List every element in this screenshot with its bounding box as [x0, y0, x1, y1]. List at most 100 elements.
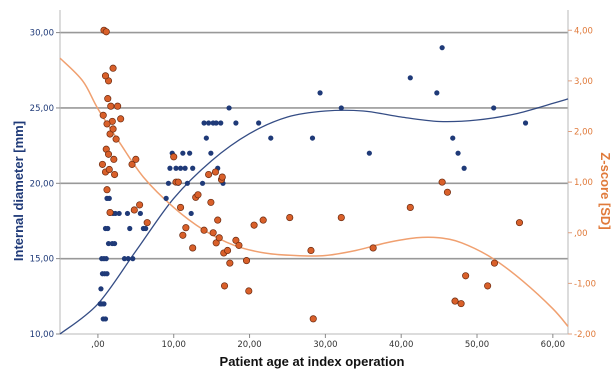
- zscore-point: [215, 234, 223, 242]
- diameter-point: [106, 195, 112, 201]
- zscore-point: [117, 115, 125, 123]
- diameter-point: [105, 240, 112, 247]
- diameter-point: [112, 210, 118, 217]
- x-tick-label: 20,00: [237, 340, 261, 350]
- diameter-point: [182, 165, 188, 171]
- diameter-point: [163, 195, 169, 201]
- y-right-tick-label: 2,00: [574, 128, 593, 138]
- zscore-point: [104, 95, 112, 103]
- diameter-point: [268, 135, 274, 141]
- diameter-point: [213, 120, 219, 126]
- zscore-point: [484, 282, 492, 290]
- zscore-point: [443, 188, 451, 196]
- diameter-point: [199, 180, 206, 186]
- y-right-tick-label: 3,00: [574, 77, 593, 87]
- zscore-point: [102, 28, 110, 36]
- zscore-point: [130, 206, 138, 214]
- x-tick-label: 30,00: [313, 340, 337, 350]
- zscore-point: [109, 64, 117, 72]
- diameter-point: [309, 135, 316, 141]
- x-tick-label: 50,00: [465, 340, 489, 350]
- zscore-point: [406, 203, 414, 211]
- zscore-point: [220, 282, 229, 290]
- zscore-point: [250, 221, 258, 229]
- zscore-point: [106, 208, 114, 217]
- zscore-point: [235, 241, 243, 249]
- zscore-point: [286, 214, 294, 222]
- y-right-tick-label: -1,00: [574, 279, 596, 289]
- y-axis-left-label: Internal diameter [mm]: [11, 121, 26, 261]
- diameter-point: [201, 120, 207, 126]
- zscore-point: [214, 216, 222, 224]
- diameter-point: [165, 180, 172, 186]
- zscore-point: [174, 178, 182, 186]
- diameter-point: [105, 225, 111, 232]
- zscore-point: [209, 229, 217, 237]
- axes: [56, 10, 572, 338]
- diameter-point: [104, 271, 110, 277]
- diameter-point: [233, 120, 239, 126]
- zscore-point: [136, 201, 144, 209]
- diameter-point: [208, 150, 214, 156]
- zscore-point: [207, 198, 215, 206]
- zscore-point: [200, 226, 208, 234]
- zscore-point: [143, 219, 151, 227]
- fit-curves: [59, 57, 569, 335]
- zscore-point: [179, 231, 187, 239]
- zscore-point: [212, 239, 220, 247]
- zscore-point: [259, 216, 267, 224]
- diameter-point: [439, 45, 445, 51]
- zscore-point: [106, 130, 114, 138]
- zscore-point: [104, 77, 113, 85]
- diameter-point: [455, 150, 461, 156]
- zscore-point: [307, 246, 315, 255]
- diameter-fit-curve: [59, 98, 569, 335]
- x-tick-label: 40,00: [389, 340, 413, 350]
- y-left-tick-label: 20,00: [30, 179, 54, 189]
- zscore-point: [462, 272, 470, 280]
- zscore-point: [211, 168, 219, 176]
- y-right-tick-label: 1,00: [574, 178, 593, 188]
- x-axis-label: Patient age at index operation: [220, 354, 405, 369]
- diameter-point: [434, 90, 440, 96]
- zscore-point: [170, 153, 178, 161]
- diameter-point: [180, 150, 186, 156]
- zscore-point: [101, 72, 110, 80]
- diameter-point: [102, 316, 109, 322]
- diameter-point: [116, 210, 122, 217]
- zscore-point: [103, 120, 111, 128]
- zscore-point: [224, 246, 232, 255]
- zscore-point: [232, 236, 240, 244]
- diameter-point: [206, 120, 212, 126]
- diameter-point: [121, 256, 128, 262]
- y-left-tick-label: 30,00: [30, 29, 54, 39]
- diameter-point: [111, 240, 118, 247]
- diameter-point: [130, 256, 136, 262]
- y-right-tick-label: -2,00: [574, 330, 596, 340]
- y-right-tick-label: ,00: [574, 229, 588, 239]
- y-axis-right-label: Z-score [SD]: [598, 152, 613, 229]
- diameter-point: [125, 256, 131, 262]
- gridlines: [60, 31, 568, 260]
- x-tick-label: 10,00: [162, 340, 186, 350]
- zscore-point: [205, 170, 213, 179]
- zscore-point: [105, 165, 113, 174]
- diameter-point: [188, 210, 194, 217]
- diameter-point: [143, 225, 149, 232]
- diameter-point: [173, 165, 179, 171]
- zscore-point: [114, 102, 122, 110]
- y-right-tick-label: 4,00: [574, 26, 593, 36]
- zscore-fit-curve: [59, 57, 569, 327]
- diameter-point: [338, 105, 344, 111]
- x-tick-label: 60,00: [541, 340, 565, 350]
- zscore-point: [242, 257, 251, 265]
- zscore-point: [112, 135, 120, 143]
- zscore-point: [99, 111, 107, 119]
- y-left-tick-label: 10,00: [30, 330, 54, 340]
- zscore-point: [337, 214, 345, 222]
- diameter-point: [317, 90, 323, 96]
- zscore-point: [128, 160, 136, 168]
- zscore-point: [226, 259, 234, 267]
- zscore-point: [98, 160, 107, 168]
